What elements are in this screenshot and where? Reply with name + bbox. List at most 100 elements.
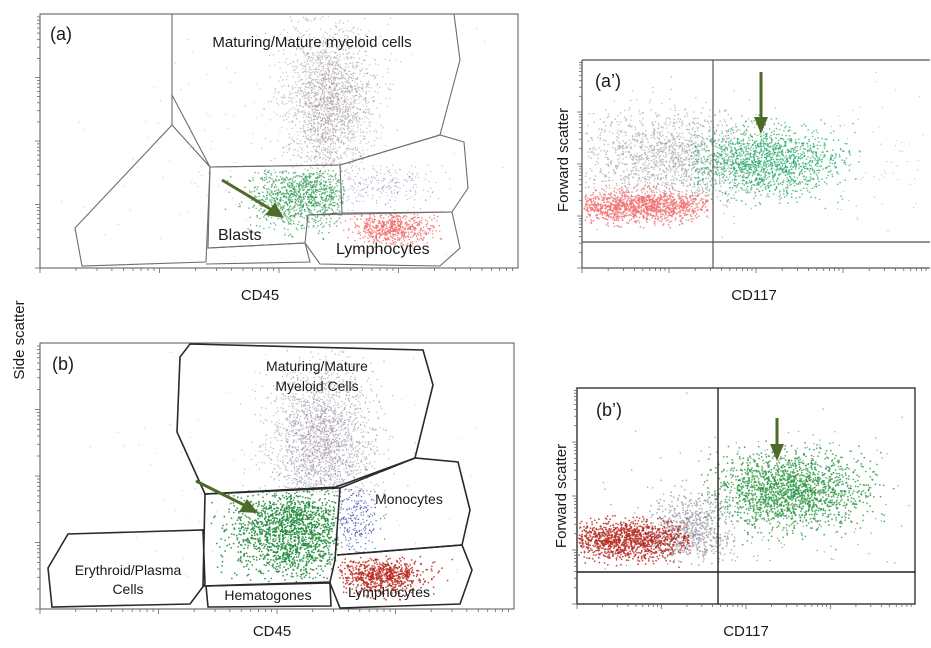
panel-a-event-myeloid bbox=[323, 55, 326, 57]
panel-a-event-blasts bbox=[327, 198, 330, 200]
panel-a-event-myeloid bbox=[347, 117, 349, 119]
panel-a-event-myeloid bbox=[347, 126, 349, 128]
panel-a-event-myeloid bbox=[301, 111, 304, 113]
panel-a-event-blasts bbox=[295, 227, 298, 229]
panel-a-event-myeloid bbox=[335, 118, 337, 120]
panel-a-event-blasts bbox=[302, 189, 304, 191]
panel-a-event-myeloid bbox=[363, 121, 366, 123]
panel-a2-event-gray bbox=[678, 120, 681, 123]
panel-a2-event-gray bbox=[719, 156, 721, 159]
panel-a-event-monocytes bbox=[394, 209, 396, 211]
panel-a-event-monocytes bbox=[381, 180, 383, 182]
panel-a-event-myeloid bbox=[291, 87, 294, 89]
panel-a-event-blasts bbox=[342, 186, 345, 189]
panel-a2-event-gray bbox=[605, 156, 607, 158]
panel-a-event-myeloid bbox=[373, 130, 375, 132]
panel-a-event-blasts bbox=[301, 227, 303, 230]
panel-a-event-myeloid bbox=[302, 106, 304, 108]
panel-a-event-myeloid bbox=[387, 68, 389, 70]
panel-a-event-myeloid bbox=[331, 163, 333, 165]
panel-a-event-blasts bbox=[255, 196, 258, 198]
panel-a-event-myeloid bbox=[322, 158, 324, 160]
panel-a-event-lymphocytes bbox=[340, 221, 342, 224]
panel-a-event-lymphocytes bbox=[379, 232, 382, 235]
panel-a-event-lymphocytes bbox=[421, 230, 424, 232]
panel-a2-event-gray bbox=[630, 115, 633, 117]
panel-a-event-blasts bbox=[251, 191, 253, 193]
panel-a-event-myeloid bbox=[329, 35, 331, 37]
panel-a-event-blasts bbox=[305, 175, 308, 177]
panel-a-event-myeloid bbox=[315, 131, 317, 134]
panel-a-event-myeloid bbox=[289, 62, 292, 65]
panel-a-event-scatter bbox=[285, 232, 287, 234]
panel-a-event-myeloid bbox=[244, 105, 246, 107]
panel-a-event-lymphocytes bbox=[404, 222, 406, 225]
panel-a-event-blasts bbox=[287, 185, 290, 187]
panel-a-event-myeloid bbox=[313, 157, 315, 159]
panel-a-event-myeloid bbox=[327, 129, 330, 131]
panel-a-event-lymphocytes bbox=[413, 222, 416, 224]
panel-a2-event-gray bbox=[715, 189, 717, 192]
panel-a-event-myeloid bbox=[285, 118, 288, 121]
panel-a-event-scatter bbox=[124, 185, 126, 187]
panel-a-event-myeloid bbox=[368, 80, 370, 83]
panel-a2-event-gray bbox=[608, 179, 611, 181]
panel-a-event-myeloid bbox=[366, 111, 368, 113]
panel-a-event-myeloid bbox=[285, 79, 288, 81]
panel-a-event-monocytes bbox=[376, 172, 378, 174]
panel-a-event-lymphocytes bbox=[402, 216, 404, 219]
panel-a-event-blasts bbox=[302, 198, 305, 200]
panel-a2-event-gray bbox=[718, 176, 721, 179]
panel-a-event-blasts bbox=[321, 226, 324, 229]
panel-a-event-myeloid bbox=[344, 142, 346, 145]
panel-a-event-myeloid bbox=[363, 75, 365, 77]
panel-a2-event-gray bbox=[671, 182, 673, 184]
panel-a2-event-gray bbox=[699, 170, 701, 172]
panel-a-event-blasts bbox=[326, 195, 328, 197]
panel-a-event-myeloid bbox=[315, 163, 318, 165]
panel-a-event-blasts bbox=[310, 212, 312, 214]
panel-a-event-monocytes bbox=[377, 182, 379, 184]
panel-a-event-blasts bbox=[323, 199, 325, 201]
panel-a2-event-gray bbox=[635, 169, 637, 172]
panel-a-event-blasts bbox=[276, 192, 279, 194]
panel-a-event-myeloid bbox=[284, 97, 286, 99]
panel-a-event-myeloid bbox=[299, 92, 301, 95]
panel-a-event-blasts bbox=[308, 201, 311, 204]
panel-a-event-myeloid bbox=[400, 61, 402, 63]
panel-a-event-myeloid bbox=[307, 97, 309, 99]
panel-a2-event-gray bbox=[626, 169, 628, 171]
panel-a2-event-gray bbox=[589, 147, 592, 150]
panel-a-event-lymphocytes bbox=[382, 228, 385, 230]
panel-a-event-scatter bbox=[132, 158, 134, 160]
panel-a-event-blasts bbox=[284, 192, 286, 195]
panel-a-event-myeloid bbox=[299, 79, 301, 81]
panel-a-event-lymphocytes bbox=[402, 238, 405, 240]
panel-a-event-blasts bbox=[290, 192, 293, 194]
panel-a-event-blasts bbox=[322, 180, 325, 182]
panel-a-event-monocytes bbox=[415, 191, 417, 193]
panel-a-blasts-label: Blasts bbox=[218, 227, 262, 244]
panel-a-event-blasts bbox=[276, 194, 279, 197]
panel-a-event-myeloid bbox=[320, 135, 323, 138]
panel-a-event-myeloid bbox=[314, 100, 316, 102]
panel-a-event-myeloid bbox=[316, 139, 318, 142]
panel-a-event-blasts bbox=[289, 189, 292, 192]
panel-a2-event-gray bbox=[642, 141, 644, 143]
panel-a-event-myeloid bbox=[294, 111, 296, 114]
panel-a-event-blasts bbox=[279, 171, 281, 173]
panel-a-event-myeloid bbox=[312, 123, 315, 126]
panel-a-event-lymphocytes bbox=[423, 236, 425, 239]
panel-a-event-blasts bbox=[338, 204, 340, 207]
panel-a-event-monocytes bbox=[404, 179, 407, 181]
panel-a-event-myeloid bbox=[295, 53, 297, 56]
panel-a: (a) Maturing/Mature myeloid cells Blasts… bbox=[35, 13, 519, 304]
panel-a-event-myeloid bbox=[299, 131, 302, 133]
panel-a-event-lymphocytes bbox=[406, 223, 409, 225]
panel-a-event-monocytes bbox=[362, 195, 364, 197]
panel-a-event-blasts bbox=[263, 216, 265, 218]
panel-a-event-myeloid bbox=[331, 112, 333, 115]
panel-a-event-blasts bbox=[266, 191, 269, 194]
panel-a-event-lymphocytes bbox=[411, 218, 414, 221]
panel-a2-event-gray bbox=[647, 164, 649, 167]
